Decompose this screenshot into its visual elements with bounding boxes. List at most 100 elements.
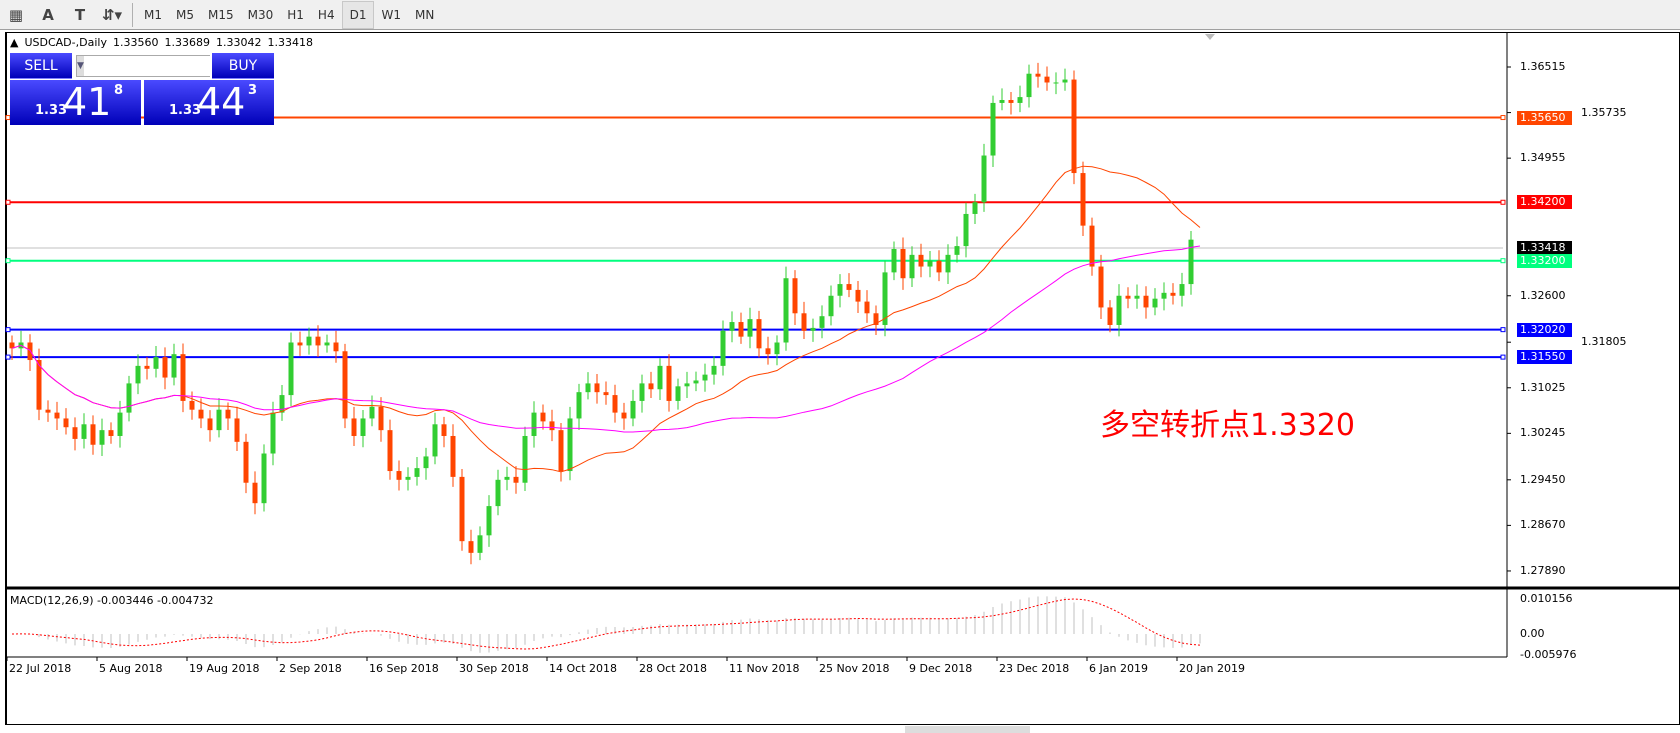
candle-body	[225, 409, 231, 419]
price-tick-label: 1.31805	[1581, 335, 1627, 349]
candle	[216, 398, 222, 438]
candle	[1017, 85, 1023, 113]
candle	[693, 371, 699, 392]
candle-body	[864, 301, 870, 314]
candle-body	[207, 418, 213, 431]
candle	[558, 423, 564, 482]
timeframe-h4[interactable]: H4	[317, 7, 335, 22]
buy-button[interactable]: BUY	[212, 53, 274, 79]
candle-body	[486, 506, 492, 536]
candle	[162, 347, 168, 390]
candle	[126, 375, 132, 422]
moving-average-20-line	[11, 165, 1201, 473]
level-handle	[1500, 327, 1506, 333]
timeframe-w1[interactable]: W1	[381, 7, 401, 22]
candle-body	[198, 409, 204, 419]
date-label: 5 Aug 2018	[99, 662, 163, 675]
grid-icon[interactable]: ▦	[8, 5, 24, 24]
candle	[45, 400, 51, 422]
timeframe-m15[interactable]: M15	[208, 7, 234, 22]
date-label: 9 Dec 2018	[909, 662, 973, 675]
candle	[801, 301, 807, 340]
candle-body	[1089, 225, 1095, 267]
candle	[1116, 284, 1122, 337]
candle	[792, 270, 798, 325]
candle-body	[135, 365, 141, 384]
horizontal-scrollbar[interactable]	[905, 726, 1030, 733]
timeframe-m1[interactable]: M1	[144, 7, 162, 22]
candle-body	[594, 383, 600, 393]
candle	[756, 310, 762, 358]
candle	[567, 406, 573, 481]
date-label: 30 Sep 2018	[459, 662, 529, 675]
candle-body	[9, 342, 15, 349]
candle	[315, 325, 321, 357]
text-label-icon[interactable]: T	[74, 5, 86, 24]
candle	[1008, 92, 1014, 115]
sell-price-prefix: 1.33	[35, 103, 68, 118]
arrows-icon[interactable]: ⇵▾	[101, 5, 123, 24]
candle	[765, 336, 771, 365]
candle	[774, 335, 780, 366]
lot-size-stepper: ▼ ▲	[76, 55, 271, 77]
date-label: 11 Nov 2018	[729, 662, 800, 675]
candle-body	[837, 284, 843, 296]
candle	[297, 331, 303, 356]
candle	[648, 371, 654, 398]
candle	[450, 424, 456, 487]
candle-body	[990, 102, 996, 156]
candle	[972, 193, 978, 224]
timeframe-h1[interactable]: H1	[287, 7, 304, 22]
toolbar-separator	[132, 2, 133, 27]
candle	[621, 402, 627, 430]
timeframe-m30[interactable]: M30	[247, 7, 274, 22]
candle	[1107, 300, 1113, 333]
level-price-label: 1.35650	[1517, 110, 1572, 125]
level-handle	[5, 258, 11, 264]
candle-body	[441, 424, 447, 436]
candle-body	[1143, 295, 1149, 308]
candle-body	[1080, 173, 1086, 226]
candle-body	[369, 406, 375, 419]
date-label: 16 Sep 2018	[369, 662, 439, 675]
timeframe-mn[interactable]: MN	[414, 7, 435, 22]
candle-body	[621, 412, 627, 419]
candle-body	[171, 354, 177, 378]
decrease-lot-button[interactable]: ▼	[77, 56, 84, 76]
sell-price[interactable]: 1.33 41 8	[10, 80, 141, 125]
price-tick-label: 1.32600	[1520, 288, 1566, 302]
candle-body	[1125, 295, 1131, 299]
date-label: 28 Oct 2018	[639, 662, 708, 675]
candle-body	[540, 412, 546, 422]
candle-body	[774, 342, 780, 355]
candle	[522, 426, 528, 491]
candle	[1071, 70, 1077, 185]
candle-body	[828, 295, 834, 317]
moving-average-50-line	[11, 245, 1201, 433]
candle	[738, 312, 744, 344]
timeframe-m5[interactable]: M5	[176, 7, 194, 22]
candle-body	[1107, 307, 1113, 325]
collapse-triangle-icon[interactable]: ▲	[10, 36, 19, 49]
candle	[423, 447, 429, 480]
buy-price[interactable]: 1.33 44 3	[144, 80, 274, 125]
candle-body	[972, 202, 978, 214]
candle	[18, 330, 24, 357]
price-tick-label: 1.30245	[1520, 426, 1566, 440]
candle	[432, 412, 438, 465]
sell-button[interactable]: SELL	[10, 53, 72, 79]
price-tick-label: 1.28670	[1520, 518, 1566, 532]
level-price-label: 1.33418	[1517, 240, 1572, 255]
price-tick-label: 1.36515	[1520, 60, 1566, 73]
candle-body	[1170, 292, 1176, 296]
candle	[999, 88, 1005, 111]
candle-body	[963, 213, 969, 247]
text-icon[interactable]: A	[42, 5, 54, 24]
candle	[936, 250, 942, 282]
candle-body	[315, 336, 321, 346]
timeframe-d1[interactable]: D1	[341, 0, 375, 29]
candle	[927, 250, 933, 278]
candle	[846, 273, 852, 298]
buy-price-prefix: 1.33	[169, 103, 202, 118]
candle	[171, 343, 177, 386]
